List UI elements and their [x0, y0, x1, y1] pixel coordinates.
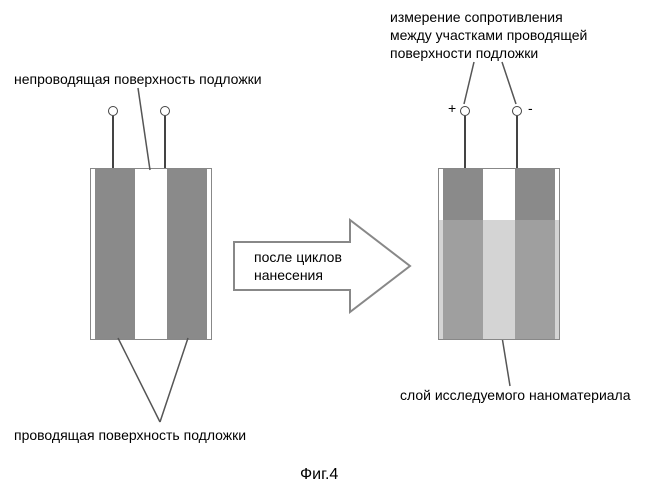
right-lead-2 — [516, 116, 518, 168]
figure-caption: Фиг.4 — [300, 466, 338, 484]
minus-sign: - — [528, 100, 533, 116]
left-conductive-strip-l — [95, 169, 135, 339]
right-lead-1 — [464, 116, 466, 168]
left-terminal-1 — [108, 106, 118, 116]
left-lead-1 — [112, 116, 114, 168]
arrow-text-l2: нанесения — [254, 266, 323, 284]
process-arrow: после циклов нанесения — [232, 218, 412, 319]
label-resistance-measurement-l1: измерение сопротивления — [390, 8, 563, 26]
label-conductive-surface: проводящая поверхность подложки — [14, 426, 246, 444]
right-terminal-plus — [460, 106, 470, 116]
right-sample — [438, 168, 560, 340]
nanomaterial-coating — [439, 220, 559, 339]
left-lead-2 — [164, 116, 166, 168]
label-resistance-measurement-l3: поверхности подложки — [390, 44, 538, 62]
left-nonconductive-center — [135, 169, 167, 339]
left-sample — [90, 168, 212, 340]
label-resistance-measurement-l2: между участками проводящей — [390, 26, 587, 44]
label-nonconductive-surface: непроводящая поверхность подложки — [14, 70, 262, 88]
plus-sign: + — [448, 100, 456, 116]
label-nanomaterial-layer: слой исследуемого наноматериала — [400, 386, 631, 404]
right-terminal-minus — [512, 106, 522, 116]
left-terminal-2 — [160, 106, 170, 116]
left-conductive-strip-r — [167, 169, 207, 339]
arrow-text-l1: после циклов — [254, 248, 342, 266]
